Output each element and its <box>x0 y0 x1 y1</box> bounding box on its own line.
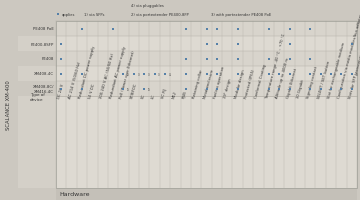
Bar <box>56 82 357 97</box>
Text: applies: applies <box>62 13 76 17</box>
Text: RJ45: RJ45 <box>182 89 188 99</box>
Text: XM408-4C: XM408-4C <box>34 72 54 76</box>
Text: 3) with portextender PE408 PoE: 3) with portextender PE408 PoE <box>211 13 271 17</box>
Text: PE408: PE408 <box>42 57 54 61</box>
Text: Modular design: Modular design <box>234 69 245 99</box>
Bar <box>56 67 357 82</box>
Text: Hardware: Hardware <box>59 192 90 197</box>
Text: Signaling contact: Signaling contact <box>306 66 319 99</box>
Bar <box>18 22 56 188</box>
Text: 4): 4) <box>168 73 171 77</box>
Text: Configuration via media modules/bus adapters: Configuration via media modules/bus adap… <box>338 11 360 99</box>
Text: SELECT / SET button: SELECT / SET button <box>317 60 331 99</box>
Text: Slot for exchangeable medium: Slot for exchangeable medium <box>327 42 346 99</box>
Text: 2): 2) <box>127 73 130 77</box>
Text: Altitude up to 4000 m: Altitude up to 4000 m <box>275 57 290 99</box>
Text: 3): 3) <box>138 73 140 77</box>
Text: PE408 PoE: PE408 PoE <box>33 27 54 31</box>
Text: 100-240 V AC (50/60 Hz): 100-240 V AC (50/60 Hz) <box>99 52 115 99</box>
Bar <box>18 52 56 67</box>
Text: 19" design: 19" design <box>224 78 233 99</box>
Text: 1) via SFPs: 1) via SFPs <box>84 13 104 17</box>
Text: PoE (Power over Ethernet): PoE (Power over Ethernet) <box>120 50 136 99</box>
Bar <box>0 0 360 22</box>
Text: DC 24 V: DC 24 V <box>57 83 65 99</box>
Text: Redundant DC power supply: Redundant DC power supply <box>78 45 96 99</box>
Text: Redundant AC power supply: Redundant AC power supply <box>109 46 127 99</box>
Bar <box>18 82 56 97</box>
Text: 1): 1) <box>127 88 130 92</box>
Text: LC: LC <box>151 93 156 99</box>
Bar <box>0 0 18 200</box>
Text: Metal enclosure: Metal enclosure <box>203 69 214 99</box>
Text: Temperature range -40 °C – +70 °C: Temperature range -40 °C – +70 °C <box>265 33 286 99</box>
Text: ST/BFOC: ST/BFOC <box>130 82 138 99</box>
Text: Slots for SFP transceivers: Slots for SFP transceivers <box>348 51 360 99</box>
Text: 54 V DC: 54 V DC <box>89 83 96 99</box>
Text: XM408-8C/
XM416-4C: XM408-8C/ XM416-4C <box>33 85 54 93</box>
Bar <box>56 37 357 52</box>
Text: Retaining collar: Retaining collar <box>192 69 204 99</box>
Bar <box>56 52 357 67</box>
Bar <box>56 22 357 188</box>
Text: 3): 3) <box>148 73 150 77</box>
Text: 1): 1) <box>148 88 150 92</box>
Text: Protected (IP65): Protected (IP65) <box>244 68 256 99</box>
Bar <box>18 37 56 52</box>
Text: Gigabit Ethernet: Gigabit Ethernet <box>286 68 298 99</box>
Bar <box>18 22 56 37</box>
Text: SC RJ: SC RJ <box>161 88 167 99</box>
Text: Type of
device: Type of device <box>30 93 44 101</box>
Text: SCALANCE XM-400: SCALANCE XM-400 <box>6 80 12 130</box>
Text: 10 Gigabit: 10 Gigabit <box>296 78 305 99</box>
Text: PE400-8SFP: PE400-8SFP <box>31 42 54 46</box>
Bar <box>56 22 357 188</box>
Text: M12: M12 <box>171 90 177 99</box>
Text: 4) via pluggables: 4) via pluggables <box>131 4 164 8</box>
Text: SC: SC <box>140 93 145 99</box>
Text: AC 214 V (50/60 Hz): AC 214 V (50/60 Hz) <box>68 61 81 99</box>
Text: 2) via portextender PE400-8FP: 2) via portextender PE400-8FP <box>131 13 189 17</box>
Bar <box>56 22 357 37</box>
Bar <box>18 67 56 82</box>
Bar <box>56 188 357 200</box>
Text: 5): 5) <box>355 73 358 77</box>
Text: Conformal Coating: Conformal Coating <box>255 63 267 99</box>
Text: 3): 3) <box>158 73 161 77</box>
Text: Fanless operation: Fanless operation <box>213 66 225 99</box>
